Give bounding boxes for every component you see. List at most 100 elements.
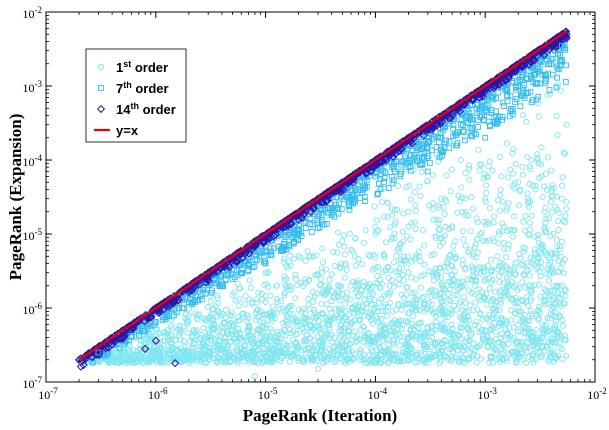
first-order-point xyxy=(272,355,279,362)
first-order-point xyxy=(304,354,311,361)
fourteenth-order-point xyxy=(170,296,179,305)
first-order-point xyxy=(367,345,374,352)
series-0-point xyxy=(525,230,532,238)
first-order-point xyxy=(483,301,490,308)
first-order-point xyxy=(466,176,473,183)
series-0-point xyxy=(205,353,212,360)
first-order-point xyxy=(477,355,484,362)
seventh-order-point xyxy=(338,206,345,212)
first-order-point xyxy=(139,359,146,366)
seventh-order-point xyxy=(390,177,397,184)
first-order-point xyxy=(217,346,224,353)
seventh-order-point xyxy=(377,186,384,193)
first-order-point xyxy=(335,317,343,324)
first-order-point xyxy=(341,300,348,307)
first-order-point xyxy=(510,146,517,153)
seventh-order-point xyxy=(507,106,514,112)
first-order-point xyxy=(295,357,302,364)
first-order-point xyxy=(336,296,343,303)
first-order-point xyxy=(261,323,268,331)
first-order-point xyxy=(552,309,560,316)
seventh-order-point xyxy=(246,254,253,261)
first-order-point xyxy=(548,167,555,174)
first-order-point xyxy=(472,299,479,306)
first-order-point xyxy=(515,202,523,209)
first-order-point xyxy=(508,307,515,314)
first-order-point xyxy=(430,216,437,223)
first-order-point xyxy=(493,350,500,357)
first-order-point xyxy=(397,241,404,248)
first-order-point xyxy=(405,223,412,230)
first-order-point xyxy=(399,271,407,278)
first-order-point xyxy=(545,265,552,272)
first-order-point xyxy=(437,295,444,302)
first-order-point xyxy=(486,285,493,292)
first-order-point xyxy=(388,212,396,219)
first-order-point xyxy=(532,182,539,189)
first-order-point xyxy=(496,207,503,214)
first-order-point xyxy=(413,296,420,303)
first-order-point xyxy=(200,341,207,348)
seventh-order-point xyxy=(520,88,527,95)
seventh-order-point xyxy=(474,117,481,124)
first-order-point xyxy=(473,318,480,325)
first-order-point xyxy=(519,112,527,119)
first-order-point xyxy=(519,163,526,170)
series-1-point xyxy=(128,333,135,339)
first-order-point xyxy=(412,225,419,232)
seventh-order-point xyxy=(542,72,548,79)
fourteenth-order-point xyxy=(540,50,549,60)
first-order-point xyxy=(458,184,465,191)
first-order-point xyxy=(276,305,283,312)
first-order-point xyxy=(328,332,335,339)
series-2-point xyxy=(171,359,180,368)
first-order-point xyxy=(297,254,304,261)
first-order-point xyxy=(436,216,443,223)
first-order-point xyxy=(448,321,455,328)
first-order-point xyxy=(270,348,277,355)
first-order-point xyxy=(468,194,475,201)
first-order-point xyxy=(302,276,309,283)
first-order-point xyxy=(523,267,530,274)
seventh-order-point xyxy=(278,247,285,254)
first-order-point xyxy=(352,288,359,296)
first-order-point xyxy=(346,348,353,355)
first-order-point xyxy=(212,326,219,333)
first-order-point xyxy=(281,255,288,262)
first-order-point xyxy=(490,315,497,322)
first-order-point xyxy=(345,311,352,318)
seventh-order-point xyxy=(231,267,237,274)
first-order-point xyxy=(460,317,467,324)
seventh-order-point xyxy=(531,72,537,79)
first-order-point xyxy=(242,301,249,308)
first-order-point xyxy=(258,290,265,297)
first-order-point xyxy=(157,357,164,365)
series-1-point xyxy=(219,282,225,289)
first-order-point xyxy=(542,228,550,235)
first-order-point xyxy=(366,351,373,358)
first-order-point xyxy=(506,269,513,276)
seventh-order-point xyxy=(397,171,404,177)
series-0-point xyxy=(119,343,126,350)
first-order-point xyxy=(516,251,523,258)
first-order-point xyxy=(556,209,563,216)
seventh-order-point xyxy=(197,285,203,292)
series-0-point xyxy=(295,253,302,260)
first-order-point xyxy=(430,251,438,258)
first-order-point xyxy=(333,312,340,319)
seventh-order-point xyxy=(517,103,524,110)
first-order-point xyxy=(273,282,280,289)
first-order-point xyxy=(261,311,268,318)
first-order-point xyxy=(360,283,367,290)
first-order-point xyxy=(286,304,293,311)
seventh-order-point xyxy=(468,132,474,139)
first-order-point xyxy=(486,204,493,212)
first-order-point xyxy=(378,351,385,358)
seventh-order-point xyxy=(362,198,368,204)
series-0-point xyxy=(372,338,379,345)
seventh-order-point xyxy=(140,322,147,329)
first-order-point xyxy=(254,306,261,313)
first-order-point xyxy=(239,310,246,317)
fourteenth-order-point xyxy=(526,57,535,67)
first-order-point xyxy=(254,359,262,366)
